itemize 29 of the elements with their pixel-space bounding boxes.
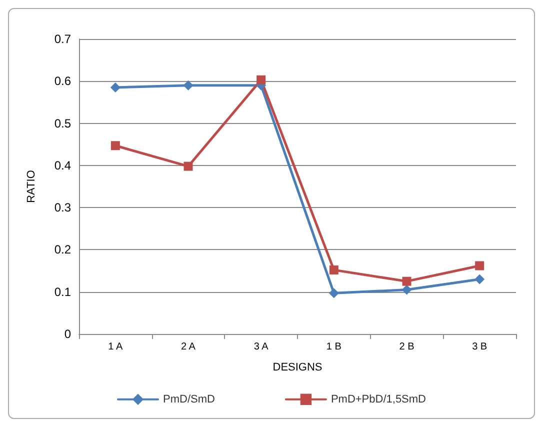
x-tick-label: 1 B	[326, 342, 342, 352]
y-tick-label: 0.2	[54, 242, 72, 257]
legend-label: PmD+PbD/1,5SmD	[330, 393, 426, 406]
point	[183, 80, 194, 90]
x-tick-label: 2 B	[399, 342, 415, 352]
point	[110, 82, 120, 92]
y-tick-label: 0.4	[54, 158, 72, 172]
y-tick-label: 0.7	[54, 32, 72, 46]
x-axis-title: DESIGNS	[272, 362, 322, 374]
point	[474, 274, 485, 284]
y-tick-label: 0.5	[54, 116, 72, 130]
x-tick-label: 3 A	[254, 342, 269, 352]
point	[256, 75, 266, 84]
point	[184, 162, 193, 171]
point	[328, 288, 339, 298]
point	[402, 276, 412, 286]
point	[402, 284, 412, 295]
x-tick-label: 1 A	[108, 342, 123, 352]
x-tick-label: 2 A	[181, 342, 196, 352]
y-tick-label: 0.6	[54, 74, 72, 88]
y-tick-label: 0.3	[54, 200, 72, 215]
legend-label: PmD/SmD	[163, 393, 215, 406]
y-axis-title: RATIO	[26, 170, 38, 203]
point	[329, 265, 338, 274]
point	[110, 141, 120, 150]
point	[475, 261, 484, 270]
y-tick-label: 0.1	[54, 284, 72, 299]
y-tick-label: 0	[64, 327, 72, 341]
x-tick-label: 3 B	[472, 342, 488, 352]
